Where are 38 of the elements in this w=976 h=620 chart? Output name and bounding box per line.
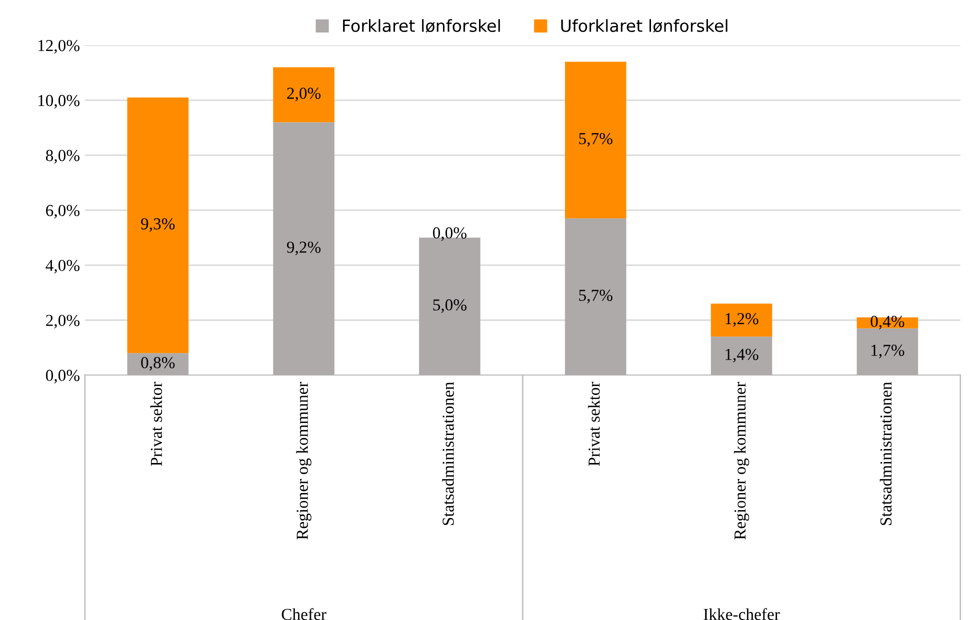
data-label: 9,2% bbox=[286, 242, 321, 256]
data-label: 5,7% bbox=[579, 290, 612, 304]
data-label: 5,0% bbox=[433, 299, 466, 313]
data-label: 0,4% bbox=[870, 316, 904, 330]
data-label: 0,8% bbox=[141, 357, 175, 371]
data-label: 1,4% bbox=[726, 348, 758, 362]
bar bbox=[710, 336, 772, 376]
data-label: 5,7% bbox=[579, 133, 612, 147]
y-tick-label: 6,0% bbox=[46, 204, 80, 219]
y-tick-label: 2,0% bbox=[46, 314, 80, 328]
x-tick-label: Privat sektor bbox=[588, 382, 600, 466]
y-tick-label: 0,0% bbox=[46, 370, 80, 384]
bar bbox=[710, 304, 772, 337]
y-tick-label: 12,0% bbox=[38, 40, 80, 54]
y-tick-label: 8,0% bbox=[46, 150, 80, 164]
legend-label: Forklaret lønforskel bbox=[343, 19, 500, 33]
data-label: 0,0% bbox=[432, 227, 466, 241]
x-tick-label: Privat sektor bbox=[150, 382, 162, 466]
bar bbox=[127, 353, 189, 376]
text: Ikke-chefer bbox=[704, 608, 780, 620]
bar bbox=[127, 97, 189, 354]
bar bbox=[273, 122, 334, 376]
x-tick-label: Statsadministrationen bbox=[442, 382, 454, 526]
bar bbox=[564, 62, 626, 218]
bar bbox=[856, 328, 918, 376]
data-label: 1,7% bbox=[872, 344, 904, 358]
bar bbox=[273, 67, 334, 122]
data-label: 9,3% bbox=[141, 218, 175, 232]
bar bbox=[564, 218, 626, 376]
text: Chefer bbox=[282, 608, 326, 620]
y-tick-label: 10,0% bbox=[38, 94, 80, 109]
legend-label: Uforklaret lønforskel bbox=[561, 19, 728, 33]
x-tick-label: Statsadministrationen bbox=[880, 382, 892, 526]
y-tick-label: 4,0% bbox=[46, 260, 80, 274]
x-tick-label: Regioner og kommuner bbox=[734, 382, 750, 540]
x-tick-label: Regioner og kommuner bbox=[296, 382, 312, 540]
data-label: 1,2% bbox=[726, 313, 758, 327]
data-label: 2,0% bbox=[287, 88, 321, 102]
